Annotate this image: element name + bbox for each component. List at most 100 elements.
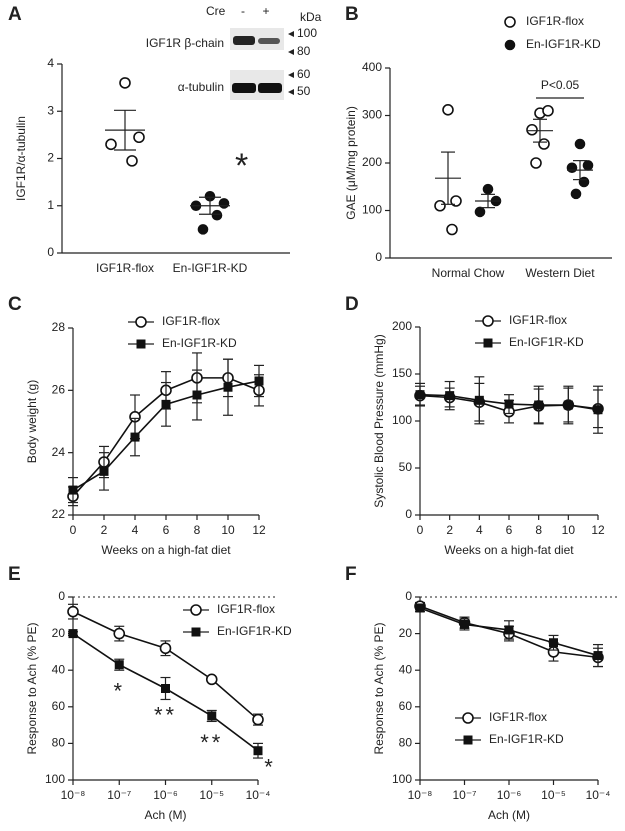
y-tick-label: 0 (375, 250, 382, 264)
marker (463, 735, 473, 745)
x-tick-label: 6 (506, 523, 513, 537)
x-tick-label: 0 (70, 523, 77, 537)
panel-label: C (8, 294, 22, 315)
x-tick-label: 10⁻⁵ (541, 788, 566, 802)
y-tick-label: 50 (399, 460, 413, 474)
y-tick-label: 150 (392, 366, 412, 380)
y-tick-label: 40 (399, 662, 413, 676)
x-tick-label: 2 (446, 523, 453, 537)
blot-band (233, 36, 255, 45)
y-tick-label: 0 (47, 245, 54, 259)
x-tick-label: 10⁻⁶ (497, 788, 522, 802)
marker (566, 162, 578, 174)
marker (207, 711, 217, 721)
annotation: * (264, 755, 276, 780)
legend-label: IGF1R-flox (217, 602, 275, 616)
marker (563, 400, 573, 410)
marker-arrow (288, 72, 294, 78)
blot-band (258, 38, 280, 44)
marker (252, 713, 264, 726)
marker (105, 138, 117, 151)
marker (126, 155, 138, 167)
legend-label: IGF1R-flox (509, 313, 567, 327)
x-tick-label: 12 (252, 523, 266, 537)
panel-label: A (8, 4, 22, 25)
marker (593, 651, 603, 661)
y-tick-label: 400 (362, 60, 382, 74)
x-axis-label: Ach (M) (145, 808, 187, 822)
marker (450, 195, 462, 207)
marker (534, 400, 544, 410)
size-marker: 60 (297, 67, 311, 81)
annotation: ** (200, 730, 223, 755)
size-marker: 80 (297, 44, 311, 58)
marker (474, 206, 486, 218)
legend-label: En-IGF1R-KD (217, 624, 292, 638)
x-tick-label: 8 (194, 523, 201, 537)
marker (542, 104, 554, 117)
x-tick-label: 8 (535, 523, 542, 537)
y-tick-label: 20 (399, 626, 413, 640)
marker (482, 183, 494, 195)
x-axis-label: Weeks on a high-fat diet (444, 543, 574, 557)
marker (504, 16, 516, 28)
x-axis-label: Weeks on a high-fat diet (101, 543, 231, 557)
y-tick-label: 300 (362, 108, 382, 122)
y-tick-label: 100 (45, 772, 65, 786)
marker (530, 157, 542, 169)
marker-arrow (288, 49, 294, 55)
y-tick-label: 200 (362, 155, 382, 169)
y-tick-label: 80 (52, 736, 66, 750)
x-tick-label: 10 (221, 523, 235, 537)
y-axis-label: Response to Ach (% PE) (372, 622, 386, 754)
marker (474, 395, 484, 405)
marker (446, 223, 458, 236)
marker (593, 405, 603, 415)
marker (161, 684, 170, 693)
legend-label: En-IGF1R-KD (526, 37, 601, 51)
size-marker: 100 (297, 26, 317, 40)
y-tick-label: 0 (405, 507, 412, 521)
y-axis-label: Body weight (g) (25, 380, 39, 463)
marker (68, 485, 78, 495)
marker (99, 466, 109, 476)
legend-label: IGF1R-flox (526, 14, 584, 28)
blot-band (258, 83, 282, 93)
marker (130, 432, 140, 442)
marker (574, 138, 586, 150)
marker (415, 603, 425, 613)
x-tick-label: 10⁻⁵ (199, 788, 224, 802)
annotation: P<0.05 (541, 78, 580, 92)
marker (136, 339, 146, 349)
y-axis-label: IGF1R/α-tubulin (14, 116, 28, 201)
x-tick-label: 4 (476, 523, 483, 537)
x-tick-label: 0 (417, 523, 424, 537)
blot-band (232, 83, 256, 93)
x-tick-label: 10⁻⁶ (153, 788, 178, 802)
legend-label: IGF1R-flox (489, 710, 547, 724)
y-tick-label: 3 (47, 103, 54, 117)
y-tick-label: 4 (47, 56, 54, 70)
y-tick-label: 26 (52, 383, 66, 397)
panel-label: E (8, 564, 21, 585)
x-tick-label: 10 (562, 523, 576, 537)
panel-label: B (345, 4, 359, 25)
y-tick-label: 100 (392, 772, 412, 786)
x-tick-label: 12 (591, 523, 605, 537)
marker (504, 625, 514, 635)
legend-label: IGF1R-flox (162, 314, 220, 328)
marker (211, 209, 223, 221)
marker (253, 746, 263, 756)
marker-arrow (288, 89, 294, 95)
legend-label: En-IGF1R-KD (509, 335, 584, 349)
y-tick-label: 22 (52, 507, 66, 521)
x-tick-label: 10⁻⁷ (452, 788, 476, 802)
marker (482, 315, 494, 327)
y-tick-label: 80 (399, 736, 413, 750)
y-tick-label: 20 (52, 626, 66, 640)
marker (445, 391, 455, 401)
size-marker: 50 (297, 84, 311, 98)
marker (218, 198, 230, 209)
marker (119, 77, 131, 89)
blot-row-label: IGF1R β-chain (146, 36, 224, 50)
